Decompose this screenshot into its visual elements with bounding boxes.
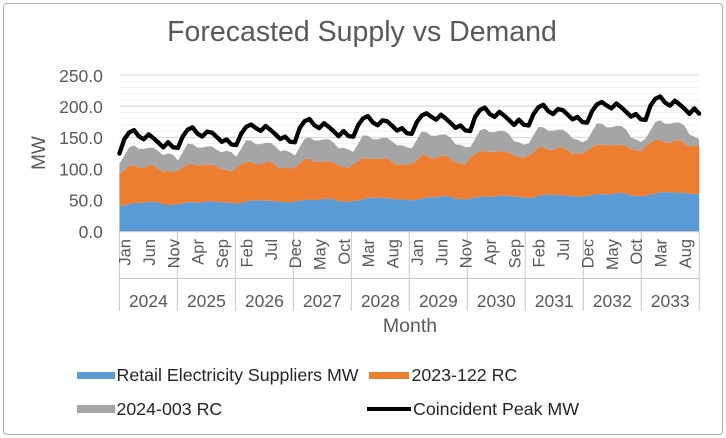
month-tick-label: Aug: [677, 239, 695, 268]
y-tick-label: 200.0: [59, 97, 103, 117]
year-label: 2033: [651, 291, 690, 311]
month-tick-label: Sep: [506, 239, 524, 268]
area-series-2: [119, 139, 700, 206]
area-series-3: [119, 120, 700, 174]
legend-swatch-peak: [367, 407, 411, 411]
y-tick-label: 150.0: [59, 128, 103, 148]
year-label: 2027: [303, 291, 342, 311]
year-label: 2028: [361, 291, 400, 311]
legend-label-peak: Coincident Peak MW: [413, 398, 580, 419]
month-tick-label: Feb: [238, 239, 256, 267]
year-label: 2029: [419, 291, 458, 311]
year-label: 2031: [535, 291, 574, 311]
month-tick-label: Jan: [117, 239, 135, 266]
coincident-peak-line: [117, 94, 702, 156]
month-tick-label: Mar: [653, 239, 671, 268]
month-tick-label: Jun: [433, 239, 451, 266]
area-series-1: [119, 192, 700, 231]
month-tick-label: May: [311, 238, 329, 270]
legend-label-retail: Retail Electricity Suppliers MW: [116, 365, 359, 385]
year-label: 2026: [245, 291, 284, 311]
year-label: 2032: [593, 291, 632, 311]
month-tick-label: Apr: [190, 239, 208, 265]
year-label: 2025: [187, 291, 226, 311]
month-tick-label: Mar: [360, 239, 378, 268]
y-tick-label: 250.0: [59, 66, 103, 86]
x-axis-title: Month: [382, 315, 438, 337]
month-tick-label: Oct: [336, 239, 354, 265]
month-tick-label: Aug: [385, 239, 403, 268]
legend-swatch-2024-003: [76, 405, 115, 413]
month-tick-label: Jul: [555, 239, 573, 260]
legend-item-2023-122: 2023-122 RC: [369, 365, 518, 386]
month-tick-label: Dec: [579, 239, 597, 268]
month-tick-label: Dec: [287, 239, 305, 268]
month-tick-label: Jan: [409, 239, 427, 266]
y-tick-label: 0.0: [79, 222, 104, 242]
legend-item-2024-003: 2024-003 RC: [76, 398, 223, 419]
month-tick-label: Apr: [482, 239, 500, 265]
legend-item-peak: Coincident Peak MW: [367, 399, 579, 419]
year-label: 2024: [129, 291, 168, 311]
month-tick-label: Oct: [628, 239, 646, 265]
legend-swatch-2023-122: [369, 371, 409, 380]
month-tick-label: Jul: [263, 239, 281, 260]
y-tick-label: 50.0: [69, 191, 103, 211]
month-tick-label: Feb: [531, 239, 549, 267]
y-tick-label: 100.0: [59, 159, 103, 179]
legend-label-2024-003: 2024-003 RC: [116, 398, 223, 419]
month-tick-label: Jun: [141, 239, 159, 266]
legend-item-retail: Retail Electricity Suppliers MW: [76, 365, 359, 386]
month-tick-label: Sep: [214, 239, 232, 268]
legend-swatch-retail: [76, 371, 115, 380]
month-tick-label: May: [604, 238, 622, 270]
chart-title: Forecasted Supply vs Demand: [167, 15, 557, 48]
legend-label-2023-122: 2023-122 RC: [411, 365, 518, 385]
year-label: 2030: [477, 291, 516, 311]
month-tick-label: Nov: [458, 238, 476, 268]
month-tick-label: Nov: [165, 238, 183, 268]
